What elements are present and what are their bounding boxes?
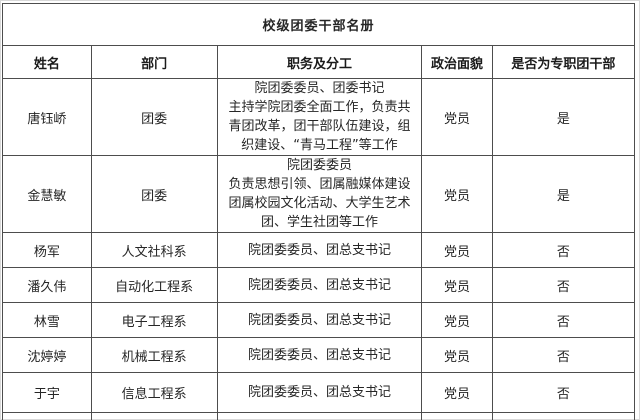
- department-cell: 信息工程系: [90, 372, 218, 413]
- full-time-cell: 否: [491, 267, 636, 303]
- title-row: 校级团委干部名册: [2, 3, 635, 46]
- empty-cell: [421, 412, 493, 420]
- empty-cell: [491, 412, 636, 420]
- empty-cell: [2, 412, 92, 420]
- table-row-empty-partial: [2, 412, 636, 420]
- political-status-cell: 党员: [421, 78, 493, 156]
- name-cell: 金慧敏: [2, 155, 92, 233]
- political-status-cell: 党员: [421, 232, 493, 268]
- column-header-full-time: 是否为专职团干部: [491, 45, 636, 79]
- political-status-cell: 党员: [421, 337, 493, 373]
- table-row: 于宇 信息工程系 院团委委员、团总支书记 党员 否: [2, 372, 636, 413]
- column-header-name: 姓名: [2, 45, 92, 79]
- header-row: 姓名 部门 职务及分工 政治面貌 是否为专职团干部: [2, 45, 636, 79]
- name-cell: 杨军: [2, 232, 92, 268]
- political-status-cell: 党员: [421, 302, 493, 338]
- name-cell: 唐钰峤: [2, 78, 92, 156]
- department-cell: 人文社科系: [90, 232, 218, 268]
- full-time-cell: 否: [491, 372, 636, 413]
- duty-cell: 院团委委员 负责思想引领、团属融媒体建设 团属校园文化活动、大学生艺术 团、学生…: [216, 155, 423, 233]
- duty-cell: 院团委委员、团总支书记: [216, 232, 423, 268]
- column-header-political-status: 政治面貌: [421, 45, 493, 79]
- political-status-cell: 党员: [421, 155, 493, 233]
- page-title: 校级团委干部名册: [2, 3, 635, 46]
- name-cell: 林雪: [2, 302, 92, 338]
- table-row: 唐钰峤 团委 院团委委员、团委书记 主持学院团委全面工作，负责共 青团改革，团干…: [2, 78, 636, 156]
- department-cell: 团委: [90, 155, 218, 233]
- duty-cell: 院团委委员、团总支书记: [216, 372, 423, 413]
- table-row: 林雪 电子工程系 院团委委员、团总支书记 党员 否: [2, 302, 636, 338]
- table-row: 金慧敏 团委 院团委委员 负责思想引领、团属融媒体建设 团属校园文化活动、大学生…: [2, 155, 636, 233]
- duty-cell: 院团委委员、团总支书记: [216, 302, 423, 338]
- duty-cell: 院团委委员、团委书记 主持学院团委全面工作，负责共 青团改革，团干部队伍建设，组…: [216, 78, 423, 156]
- department-cell: 自动化工程系: [90, 267, 218, 303]
- department-cell: 机械工程系: [90, 337, 218, 373]
- full-time-cell: 否: [491, 337, 636, 373]
- table-row: 潘久伟 自动化工程系 院团委委员、团总支书记 党员 否: [2, 267, 636, 303]
- table-row: 杨军 人文社科系 院团委委员、团总支书记 党员 否: [2, 232, 636, 268]
- political-status-cell: 党员: [421, 267, 493, 303]
- name-cell: 潘久伟: [2, 267, 92, 303]
- empty-cell: [216, 412, 423, 420]
- full-time-cell: 是: [491, 155, 636, 233]
- full-time-cell: 是: [491, 78, 636, 156]
- name-cell: 沈婷婷: [2, 337, 92, 373]
- full-time-cell: 否: [491, 302, 636, 338]
- department-cell: 电子工程系: [90, 302, 218, 338]
- duty-cell: 院团委委员、团总支书记: [216, 267, 423, 303]
- name-cell: 于宇: [2, 372, 92, 413]
- full-time-cell: 否: [491, 232, 636, 268]
- empty-cell: [90, 412, 218, 420]
- duty-cell: 院团委委员、团总支书记: [216, 337, 423, 373]
- political-status-cell: 党员: [421, 372, 493, 413]
- column-header-duty: 职务及分工: [216, 45, 423, 79]
- table-row: 沈婷婷 机械工程系 院团委委员、团总支书记 党员 否: [2, 337, 636, 373]
- department-cell: 团委: [90, 78, 218, 156]
- roster-table: 校级团委干部名册 姓名 部门 职务及分工 政治面貌 是否为专职团干部 唐钰峤 团…: [2, 3, 636, 420]
- column-header-department: 部门: [90, 45, 218, 79]
